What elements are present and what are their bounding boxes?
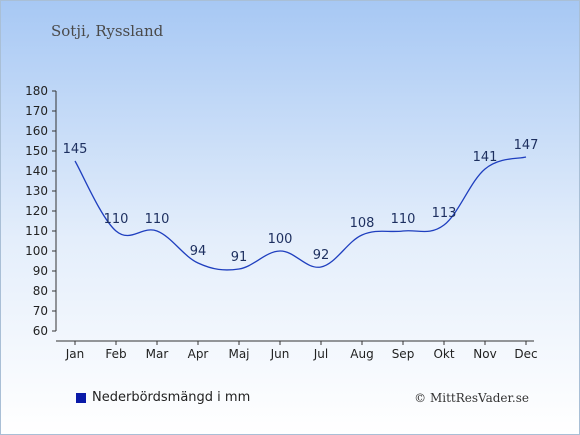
x-tick-label: Jan [65,347,85,361]
data-label: 141 [473,150,498,165]
legend-swatch [76,392,86,403]
x-tick-label: Okt [433,347,454,361]
x-tick-label: Sep [392,347,415,361]
x-tick-label: Mar [146,347,169,361]
data-label: 94 [190,244,207,259]
x-tick-label: Jul [313,347,328,361]
data-label: 113 [432,206,457,221]
data-label: 91 [231,250,248,265]
y-tick-label: 110 [25,224,48,238]
x-tick-label: Apr [188,347,209,361]
legend: Nederbördsmängd i mm [76,390,250,405]
y-tick-label: 80 [33,284,48,298]
x-tick-label: Feb [105,347,126,361]
legend-label: Nederbördsmängd i mm [92,390,251,405]
copyright-text: © MittResVader.se [414,391,529,405]
data-label: 110 [391,212,416,227]
y-tick-label: 70 [33,304,48,318]
x-tick-label: Nov [473,347,496,361]
x-tick-label: Maj [228,347,249,361]
y-tick-label: 60 [33,324,48,338]
y-tick-label: 150 [25,144,48,158]
y-tick-label: 170 [25,104,48,118]
y-tick-label: 120 [25,204,48,218]
x-tick-label: Aug [350,347,373,361]
data-label: 92 [313,248,330,263]
series-line [74,156,527,271]
chart-title: Sotji, Ryssland [51,22,164,40]
y-tick-label: 140 [25,164,48,178]
y-tick-label: 100 [25,244,48,258]
data-label: 100 [268,232,293,247]
y-tick-label: 130 [25,184,48,198]
x-tick-label: Jun [270,347,290,361]
data-label: 108 [350,216,375,231]
y-tick-label: 90 [33,264,48,278]
data-label: 110 [145,212,170,227]
y-tick-label: 160 [25,124,48,138]
y-tick-label: 180 [25,84,48,98]
data-label: 110 [104,212,129,227]
x-tick-label: Dec [514,347,537,361]
data-label: 145 [63,142,88,157]
data-label: 147 [514,138,539,153]
